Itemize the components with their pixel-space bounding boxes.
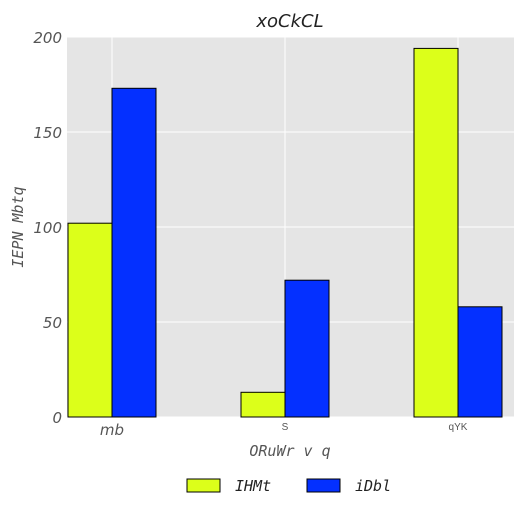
- bar-IHMt-qYK: [413, 47, 459, 418]
- y-tick-label-100: 100: [33, 219, 62, 237]
- bar-iDbl-qYK: [457, 306, 503, 418]
- legend: IHMt iDbl: [186, 477, 391, 495]
- y-tick-label-50: 50: [43, 314, 62, 332]
- y-tick-labels: 0 50 100 150 200: [33, 29, 62, 427]
- chart-title: xoCkCL: [255, 11, 323, 32]
- y-tick-label-150: 150: [33, 124, 62, 142]
- bar-iDbl-mb: [111, 87, 157, 418]
- legend-label-ihmt: IHMt: [235, 477, 271, 495]
- bar-IHMt-S: [240, 391, 286, 418]
- y-axis-label: IEPN Mbtq: [9, 186, 27, 267]
- bar-iDbl-S: [284, 279, 330, 418]
- bar-IHMt-mb: [67, 222, 113, 418]
- y-tick-label-0: 0: [52, 409, 62, 427]
- legend-swatch-idbl: [306, 478, 341, 493]
- legend-swatch-ihmt: [186, 478, 221, 493]
- x-tick-label-qYK: qYK: [449, 422, 468, 433]
- x-tick-label-S: S: [282, 422, 289, 433]
- x-tick-label-mb: mb: [100, 421, 124, 439]
- x-axis-label: ORuWr v q: [249, 442, 330, 460]
- y-tick-label-200: 200: [33, 29, 62, 47]
- bars: [67, 47, 503, 418]
- legend-label-idbl: iDbl: [355, 477, 391, 495]
